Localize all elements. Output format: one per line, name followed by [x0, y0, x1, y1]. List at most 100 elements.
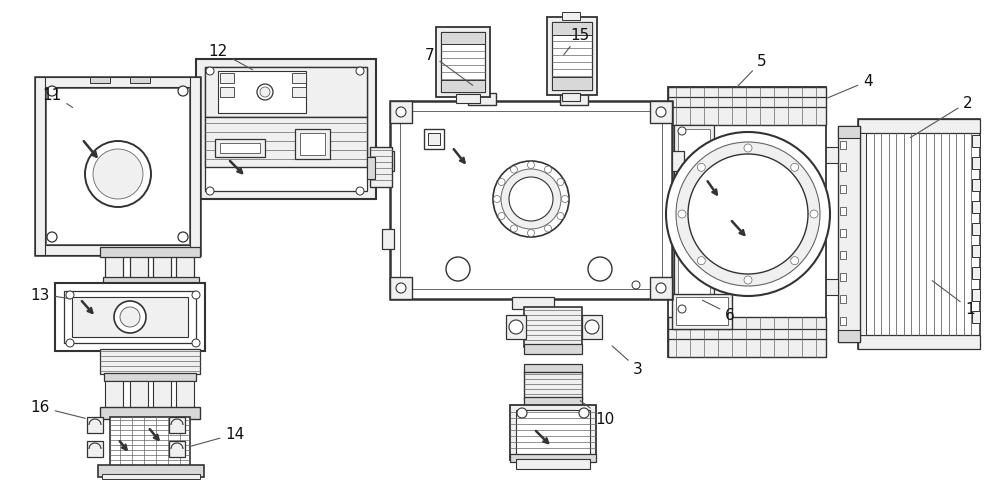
Bar [300, 134, 325, 156]
Bar [582, 315, 602, 339]
Bar [295, 130, 330, 160]
Bar [510, 454, 596, 462]
Bar [153, 381, 171, 409]
Circle shape [562, 196, 568, 203]
Bar [55, 283, 205, 351]
Bar [838, 127, 860, 139]
Bar [441, 33, 485, 93]
Circle shape [656, 108, 666, 118]
Bar [424, 130, 444, 150]
Bar [90, 78, 110, 84]
Circle shape [66, 339, 74, 347]
Text: 13: 13 [30, 287, 69, 302]
Bar [858, 120, 980, 134]
Circle shape [493, 162, 569, 238]
Circle shape [178, 232, 188, 242]
Bar [390, 102, 412, 124]
Circle shape [676, 143, 820, 287]
Text: 6: 6 [702, 300, 735, 322]
Bar [840, 274, 846, 281]
Bar [506, 315, 526, 339]
Circle shape [498, 213, 505, 220]
Bar [672, 152, 684, 172]
Circle shape [511, 226, 518, 232]
Bar [100, 407, 200, 419]
Circle shape [744, 276, 752, 285]
Bar [678, 130, 710, 313]
Bar [64, 291, 196, 343]
Bar [516, 410, 590, 455]
Bar [196, 60, 376, 200]
Bar [456, 95, 480, 104]
Circle shape [120, 307, 140, 327]
Circle shape [47, 232, 57, 242]
Bar [382, 152, 394, 172]
Bar [840, 317, 846, 325]
Text: 3: 3 [612, 346, 643, 377]
Bar [220, 74, 234, 84]
Circle shape [501, 169, 561, 229]
Bar [436, 28, 490, 98]
Bar [650, 277, 672, 300]
Circle shape [509, 178, 553, 222]
Text: 16: 16 [30, 400, 85, 419]
Bar [672, 294, 732, 329]
Bar [840, 295, 846, 303]
Bar [562, 94, 580, 102]
Bar [428, 134, 440, 146]
Circle shape [585, 320, 599, 334]
Bar [218, 72, 306, 114]
Circle shape [66, 291, 74, 300]
Circle shape [446, 257, 470, 281]
Circle shape [688, 155, 808, 275]
Bar [972, 157, 980, 169]
Bar [822, 148, 838, 164]
Bar [205, 68, 367, 118]
Bar [205, 68, 367, 192]
Bar [130, 381, 148, 409]
Circle shape [511, 167, 518, 174]
Bar [552, 23, 592, 91]
Bar [103, 277, 199, 286]
Bar [858, 120, 980, 349]
Circle shape [178, 87, 188, 97]
Text: 10: 10 [580, 401, 615, 427]
Bar [840, 229, 846, 238]
Bar [840, 164, 846, 172]
Bar [712, 148, 767, 207]
Circle shape [356, 68, 364, 76]
Circle shape [544, 167, 552, 174]
Circle shape [791, 164, 799, 172]
Circle shape [114, 301, 146, 333]
Bar [516, 459, 590, 469]
Bar [98, 465, 204, 477]
Bar [524, 307, 582, 347]
Bar [169, 417, 185, 433]
Bar [650, 102, 672, 124]
Bar [87, 417, 103, 433]
Bar [205, 118, 367, 168]
Text: 5: 5 [737, 54, 767, 88]
Bar [176, 381, 194, 409]
Circle shape [206, 188, 214, 195]
Bar [838, 330, 860, 342]
Bar [382, 229, 394, 250]
Bar [153, 254, 171, 282]
Bar [130, 78, 150, 84]
Bar [367, 157, 375, 180]
Bar [292, 74, 306, 84]
Bar [110, 417, 190, 467]
Circle shape [697, 164, 705, 172]
Circle shape [47, 87, 57, 97]
Bar [105, 381, 123, 409]
Bar [972, 180, 980, 192]
Circle shape [528, 162, 534, 169]
Bar [972, 245, 980, 257]
Bar [510, 405, 596, 460]
Text: 12: 12 [208, 45, 253, 71]
Bar [35, 245, 200, 255]
Bar [169, 441, 185, 457]
Bar [100, 248, 200, 257]
Bar [972, 224, 980, 236]
Bar [441, 33, 485, 45]
